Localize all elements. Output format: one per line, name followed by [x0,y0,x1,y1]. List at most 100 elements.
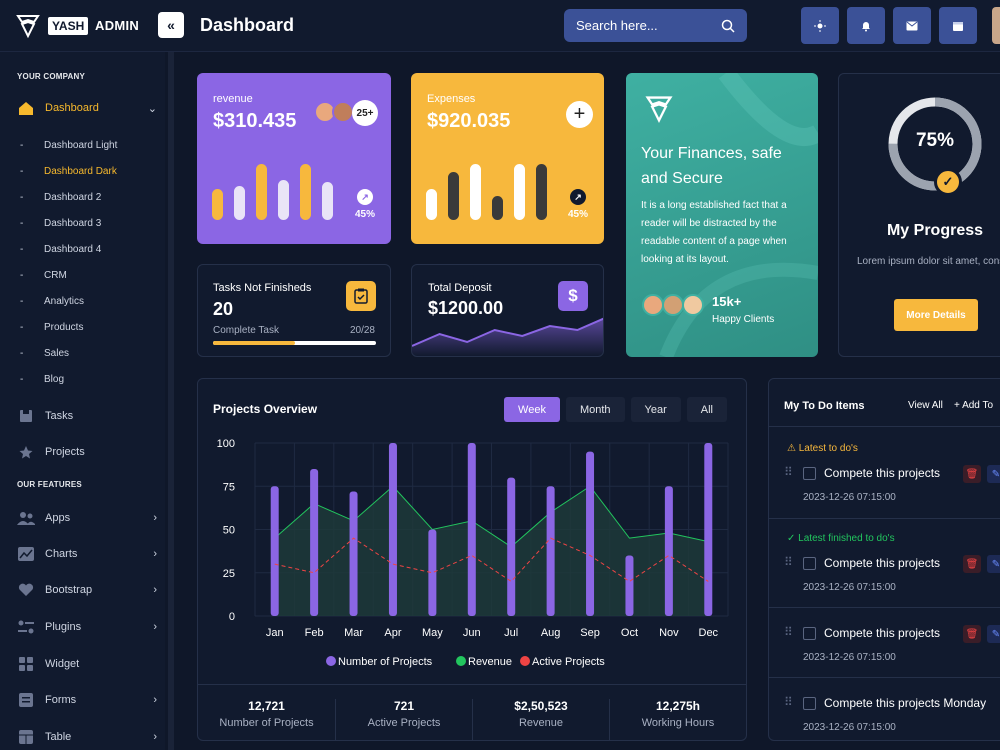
todo-checkbox[interactable] [803,467,816,480]
x-tick-label: Mar [344,627,363,639]
mini-bar [322,181,333,220]
tab-all[interactable]: All [686,397,727,422]
notifications-button[interactable] [847,7,885,44]
y-tick-label: 25 [223,568,235,580]
mini-bar [278,179,289,220]
drag-handle-icon[interactable]: ⠿ [784,695,793,709]
bar-jan [270,486,279,616]
logo-badge: YASH [48,17,89,35]
progress-title: My Progress [886,222,984,239]
todo-text: Compete this projects [824,466,941,480]
delete-button[interactable]: 🗑 [963,465,981,483]
todo-checkbox[interactable] [803,697,816,710]
bell-icon [862,21,870,31]
sidebar-item-widget[interactable]: Widget [17,656,157,672]
tab-week[interactable]: Week [504,397,560,422]
delete-button[interactable]: 🗑 [963,625,981,643]
sidebar-subitem[interactable]: - Dashboard Light [20,140,118,151]
sidebar-subitem[interactable]: - Blog [20,374,65,385]
sidebar-subitem[interactable]: - CRM [20,270,67,281]
sidebar-item-bootstrap[interactable]: Bootstrap › [17,582,157,598]
drag-handle-icon[interactable]: ⠿ [784,555,793,569]
mini-bar [514,164,525,220]
tab-year[interactable]: Year [630,397,681,422]
sidebar-item-forms[interactable]: Forms › [17,692,157,708]
x-tick-label: Jun [463,627,481,639]
mini-bar [536,164,547,220]
sidebar-item-tasks[interactable]: Tasks [17,408,157,424]
sidebar-item-apps[interactable]: Apps › [17,510,157,526]
search-icon[interactable] [721,19,735,33]
sidebar-item-table[interactable]: Table › [17,729,157,745]
bar-jul [507,477,516,616]
mini-bar [212,189,223,220]
sidebar-subitem[interactable]: - Dashboard 3 [20,218,102,229]
bar-mar [349,491,358,616]
sidebar-subitem[interactable]: - Dashboard Dark [20,166,117,177]
check-icon: ✓ [934,168,962,196]
sidebar-subitem[interactable]: - Analytics [20,296,85,307]
sidebar-subitem[interactable]: - Sales [20,348,70,359]
sidebar-scrollbar[interactable] [168,52,174,750]
sidebar-item-charts[interactable]: Charts › [17,546,157,562]
avatar [642,294,664,316]
y-tick-label: 100 [217,438,235,450]
drag-handle-icon[interactable]: ⠿ [784,465,793,479]
more-details-button[interactable]: More Details [894,299,978,331]
tab-month[interactable]: Month [565,397,625,422]
sidebar-subitem[interactable]: - Dashboard 2 [20,192,102,203]
stat-revenue: $2,50,523 Revenue [472,699,609,740]
theme-toggle-button[interactable] [801,7,839,44]
x-tick-label: Sep [580,627,600,639]
chevrons-left-icon: « [167,17,175,33]
check-icon: ✓ [787,533,796,544]
add-todo-link[interactable]: + Add To [954,400,994,411]
expenses-value: $920.035 [427,110,511,132]
sparkline-line [412,317,603,347]
sidebar-item-dashboard[interactable]: Dashboard ⌄ [17,100,157,116]
edit-button[interactable]: ✎ [987,555,1000,573]
delete-button[interactable]: 🗑 [963,555,981,573]
x-tick-label: Apr [384,627,401,639]
sidebar-subitem[interactable]: - Products [20,322,84,333]
legend-marker [326,656,336,666]
page-title: Dashboard [200,15,295,35]
mini-bar [470,164,481,220]
sidebar-item-plugins[interactable]: Plugins › [17,619,157,635]
mail-icon [906,21,918,30]
bar-may [428,529,437,616]
finance-text: It is a long established fact that a rea… [641,200,787,265]
bar-aug [546,486,555,616]
calendar-button[interactable] [939,7,977,44]
view-all-link[interactable]: View All [908,400,943,411]
revenue-percent: ↗ 45% [355,189,375,220]
chevron-right-icon: › [153,731,157,743]
drag-handle-icon[interactable]: ⠿ [784,625,793,639]
finance-title: Your Finances, safe and Secure [641,145,782,187]
y-tick-label: 0 [229,611,235,623]
sidebar-collapse-button[interactable]: « [158,12,184,38]
clients-count: 15k+ [712,294,742,309]
search-input[interactable] [576,18,706,33]
finance-background-pattern [659,73,818,357]
edit-button[interactable]: ✎ [987,625,1000,643]
deposit-card: Total Deposit $1200.00 $ [411,264,604,357]
user-avatar[interactable] [992,7,1000,44]
edit-button[interactable]: ✎ [987,465,1000,483]
bar-nov [664,486,673,616]
bar-apr [388,443,397,616]
x-tick-label: Oct [621,627,638,639]
expenses-card: Expenses $920.035 + ↗ 45% [411,73,604,244]
x-tick-label: Jan [266,627,284,639]
latest-todos-heading: ⚠ Latest to do's [787,443,858,454]
mini-bar [300,164,311,220]
trash-icon: 🗑 [965,628,979,640]
add-expense-button[interactable]: + [566,101,593,128]
progress-text: Lorem ipsum dolor sit amet, consectetur [857,256,1000,267]
todo-checkbox[interactable] [803,627,816,640]
sidebar-subitem[interactable]: - Dashboard 4 [20,244,102,255]
sidebar-item-projects[interactable]: Projects [17,444,157,460]
messages-button[interactable] [893,7,931,44]
todo-checkbox[interactable] [803,557,816,570]
calendar-icon [953,21,963,31]
